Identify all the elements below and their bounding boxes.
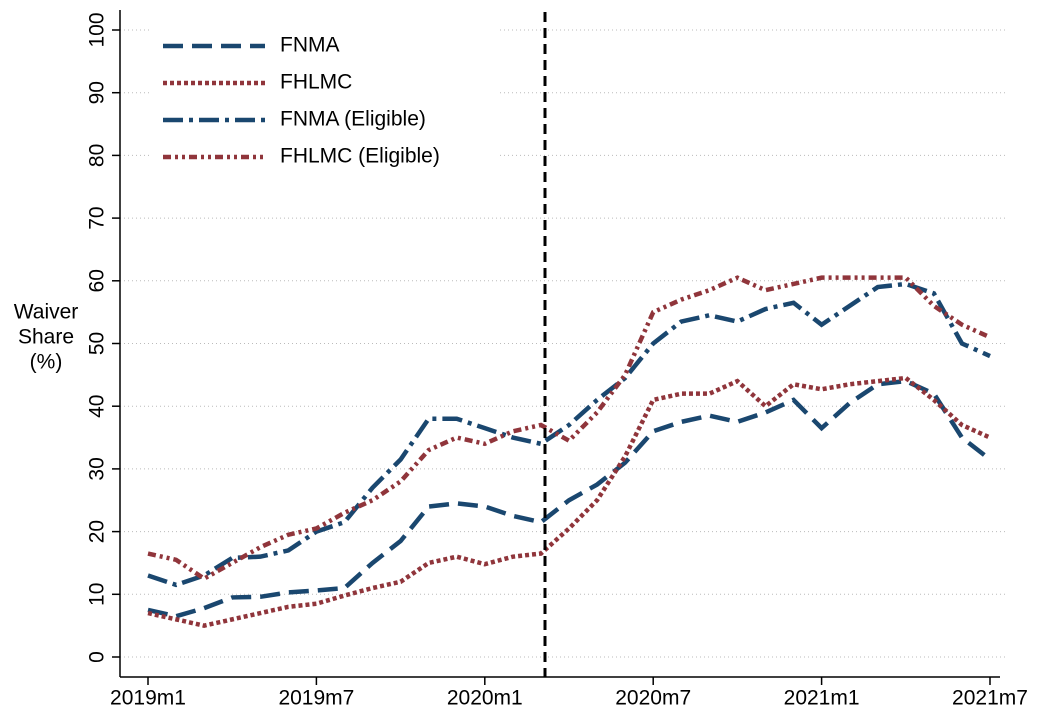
y-axis-title: Share bbox=[18, 326, 74, 349]
legend-label: FHLMC (Eligible) bbox=[280, 145, 440, 168]
y-tick-label: 60 bbox=[86, 269, 109, 292]
legend-label: FNMA (Eligible) bbox=[280, 108, 426, 131]
y-tick-label: 90 bbox=[86, 81, 109, 104]
legend-box bbox=[150, 28, 500, 180]
series-line bbox=[147, 281, 991, 588]
series-line bbox=[147, 378, 992, 619]
x-tick-label: 2019m1 bbox=[110, 687, 186, 710]
x-tick-label: 2021m7 bbox=[952, 687, 1028, 710]
x-tick-label: 2019m7 bbox=[278, 687, 354, 710]
y-tick-label: 30 bbox=[86, 457, 109, 480]
y-tick-label: 10 bbox=[86, 583, 109, 606]
y-tick-label: 100 bbox=[86, 12, 109, 47]
series-line bbox=[147, 275, 991, 582]
x-tick-label: 2021m1 bbox=[784, 687, 860, 710]
y-axis-title: (%) bbox=[30, 351, 63, 374]
y-tick-label: 70 bbox=[86, 206, 109, 229]
x-tick-label: 2020m7 bbox=[615, 687, 691, 710]
y-axis-title: Waiver bbox=[14, 301, 79, 324]
y-tick-label: 50 bbox=[86, 332, 109, 355]
x-tick-label: 2020m1 bbox=[447, 687, 523, 710]
legend-label: FNMA bbox=[280, 34, 340, 57]
legend-label: FHLMC bbox=[280, 71, 352, 94]
y-tick-label: 20 bbox=[86, 520, 109, 543]
y-tick-label: 0 bbox=[86, 651, 109, 663]
series-line bbox=[147, 375, 991, 628]
y-tick-label: 80 bbox=[86, 144, 109, 167]
y-tick-label: 40 bbox=[86, 395, 109, 418]
